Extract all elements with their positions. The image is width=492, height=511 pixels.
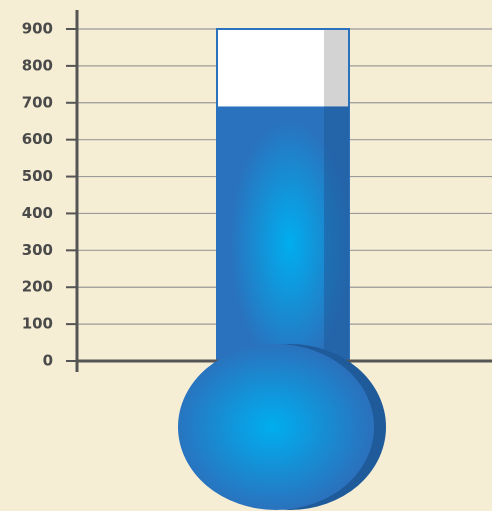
bulb <box>178 344 374 510</box>
y-tick-label: 900 <box>22 20 53 38</box>
y-tick-label: 800 <box>22 56 53 74</box>
thermometer <box>77 28 492 510</box>
axis: 0 100 200 300 400 500 600 700 800 900 <box>22 10 79 372</box>
y-tick-label: 100 <box>22 315 53 333</box>
y-tick-label: 700 <box>22 93 53 111</box>
y-tick-label: 400 <box>22 204 53 222</box>
y-tick-label: 200 <box>22 278 53 296</box>
y-tick-label: 500 <box>22 167 53 185</box>
y-tick-label: 0 <box>43 352 53 370</box>
y-tick-label: 600 <box>22 130 53 148</box>
tube-shade <box>324 106 349 381</box>
y-tick-label: 300 <box>22 241 53 259</box>
